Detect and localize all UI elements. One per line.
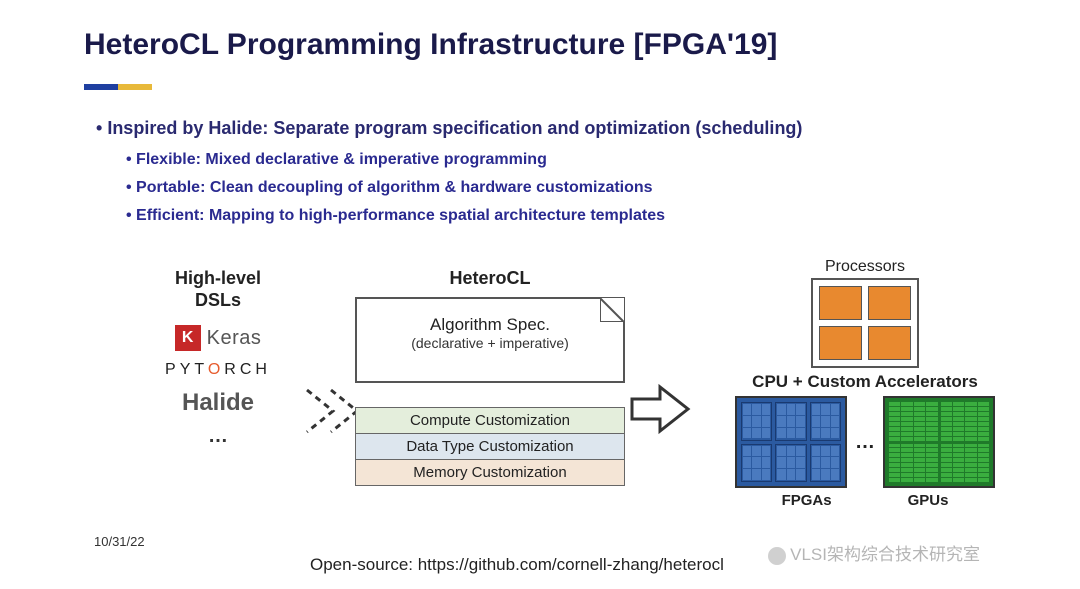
processors-label: Processors xyxy=(700,258,1030,276)
bullet-sub-2: Portable: Clean decoupling of algorithm … xyxy=(126,179,1040,197)
chip-labels: FPGAs GPUs xyxy=(700,492,1030,509)
diagram: High-levelDSLs K Keras PYTORCH Halide … … xyxy=(120,268,1040,558)
dsl-title: High-levelDSLs xyxy=(138,268,298,311)
title-underline xyxy=(84,84,152,90)
bullet-sub-1: Flexible: Mixed declarative & imperative… xyxy=(126,151,1040,169)
datatype-customization-box: Data Type Customization xyxy=(355,434,625,460)
document-corner-icon xyxy=(600,298,624,322)
algorithm-spec-sub: (declarative + imperative) xyxy=(357,335,623,351)
dsl-ellipsis: … xyxy=(138,425,298,448)
accelerators-row: … xyxy=(700,396,1030,488)
keras-logo: K Keras xyxy=(138,325,298,351)
fpga-icon xyxy=(735,396,847,488)
footer-link: Open-source: https://github.com/cornell-… xyxy=(310,555,724,575)
slide-title: HeteroCL Programming Infrastructure [FPG… xyxy=(84,28,777,62)
arrow-dashed-icon xyxy=(305,388,360,439)
watermark-logo-icon xyxy=(768,547,786,565)
gpu-icon xyxy=(883,396,995,488)
pytorch-logo: PYTORCH xyxy=(138,361,298,379)
gpu-label: GPUs xyxy=(908,492,949,509)
footer-date: 10/31/22 xyxy=(94,534,145,549)
arrow-solid-icon xyxy=(630,383,692,440)
accelerators-label: CPU + Custom Accelerators xyxy=(700,372,1030,392)
flame-icon: O xyxy=(208,361,224,378)
targets-column: Processors CPU + Custom Accelerators … F… xyxy=(700,258,1030,509)
bullet-sub-3: Efficient: Mapping to high-performance s… xyxy=(126,207,1040,225)
fpga-label: FPGAs xyxy=(782,492,832,509)
heterocl-title: HeteroCL xyxy=(355,268,625,289)
compute-customization-box: Compute Customization xyxy=(355,407,625,434)
halide-logo: Halide xyxy=(138,389,298,417)
algorithm-spec-title: Algorithm Spec. xyxy=(357,315,623,335)
heterocl-column: HeteroCL Algorithm Spec. (declarative + … xyxy=(355,268,625,486)
bullet-list: Inspired by Halide: Separate program spe… xyxy=(96,118,1040,235)
algorithm-spec-box: Algorithm Spec. (declarative + imperativ… xyxy=(355,297,625,383)
chip-ellipsis: … xyxy=(855,431,875,454)
bullet-main: Inspired by Halide: Separate program spe… xyxy=(96,118,1040,139)
customization-stack: Compute Customization Data Type Customiz… xyxy=(355,407,625,486)
memory-customization-box: Memory Customization xyxy=(355,460,625,486)
processors-icon xyxy=(811,278,919,368)
watermark: VLSI架构综合技术研究室 xyxy=(768,540,980,565)
keras-badge-icon: K xyxy=(175,325,201,351)
keras-text: Keras xyxy=(207,327,262,350)
dsl-column: High-levelDSLs K Keras PYTORCH Halide … xyxy=(138,268,298,448)
